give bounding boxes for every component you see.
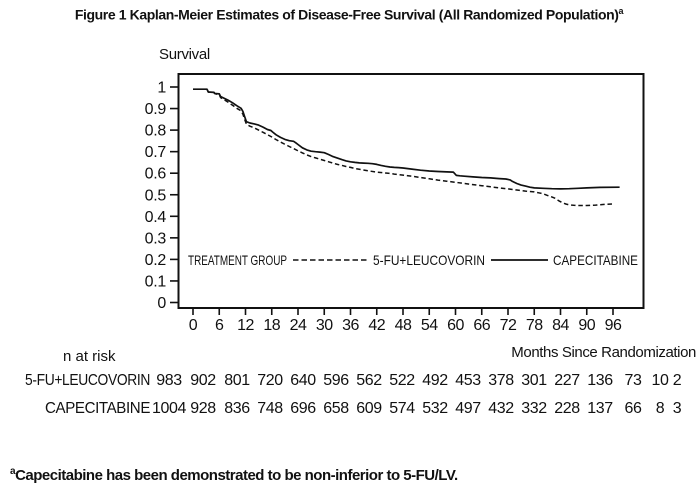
risk-value: 453 [455, 372, 481, 389]
risk-value: 609 [356, 400, 382, 417]
risk-value: 532 [422, 400, 448, 417]
y-axis-title: Survival [159, 46, 210, 63]
y-tick-label: 0.1 [145, 273, 167, 290]
risk-value: 596 [323, 372, 349, 389]
y-tick-label: 0.4 [145, 209, 167, 226]
x-tick-label: 12 [237, 317, 254, 334]
risk-value: 301 [521, 372, 547, 389]
legend-label-capecitabine: CAPECITABINE [553, 252, 638, 268]
risk-value: 748 [257, 400, 283, 417]
risk-value: 562 [356, 372, 382, 389]
x-tick-label: 90 [578, 317, 595, 334]
y-tick-label: 0.9 [145, 101, 167, 118]
x-tick-label: 42 [368, 317, 385, 334]
x-tick-label: 78 [526, 317, 543, 334]
risk-value: 137 [587, 400, 613, 417]
risk-value: 696 [290, 400, 316, 417]
risk-row-label: CAPECITABINE [45, 400, 150, 417]
risk-value: 73 [625, 372, 642, 389]
footnote: aCapecitabine has been demonstrated to b… [10, 466, 458, 484]
y-tick-label: 0.5 [145, 187, 167, 204]
risk-value: 332 [521, 400, 547, 417]
figure-title-text: Figure 1 Kaplan-Meier Estimates of Disea… [74, 6, 619, 23]
y-tick-label: 0.6 [145, 166, 167, 183]
x-tick-label: 30 [316, 317, 333, 334]
y-tick-label: 1 [157, 80, 166, 97]
risk-value: 136 [587, 372, 613, 389]
risk-value: 902 [190, 372, 216, 389]
risk-value: 640 [290, 372, 316, 389]
risk-value: 10 [652, 372, 669, 389]
y-tick-label: 0.8 [145, 123, 167, 140]
x-tick-label: 54 [421, 317, 438, 334]
x-tick-label: 6 [215, 317, 224, 334]
risk-value: 227 [554, 372, 580, 389]
y-tick-label: 0 [157, 295, 166, 312]
survival-curve-5fu-leucovorin [193, 88, 614, 207]
risk-value: 3 [673, 400, 682, 417]
risk-value: 2 [673, 372, 682, 389]
risk-value: 720 [257, 372, 283, 389]
risk-row-label: 5-FU+LEUCOVORIN [25, 372, 150, 389]
risk-value: 522 [389, 372, 415, 389]
x-tick-label: 72 [500, 317, 517, 334]
risk-value: 66 [625, 400, 642, 417]
risk-value: 497 [455, 400, 481, 417]
legend-title: TREATMENT GROUP [188, 252, 287, 268]
risk-value: 574 [389, 400, 415, 417]
x-tick-label: 18 [263, 317, 280, 334]
x-tick-label: 84 [552, 317, 569, 334]
risk-value: 658 [323, 400, 349, 417]
figure-title: Figure 1 Kaplan-Meier Estimates of Disea… [0, 6, 698, 23]
risk-value: 983 [156, 372, 182, 389]
risk-value: 801 [224, 372, 250, 389]
legend-label-5fu-leucovorin: 5-FU+LEUCOVORIN [373, 252, 485, 268]
y-tick-label: 0.7 [145, 144, 167, 161]
y-tick-label: 0.2 [145, 252, 167, 269]
risk-value: 432 [488, 400, 514, 417]
risk-value: 1004 [152, 400, 186, 417]
risk-table-title: n at risk [63, 348, 116, 365]
figure-title-superscript: a [618, 6, 624, 16]
x-tick-label: 36 [342, 317, 359, 334]
x-tick-label: 66 [473, 317, 490, 334]
footnote-text: Capecitabine has been demonstrated to be… [15, 467, 458, 484]
risk-value: 8 [656, 400, 665, 417]
x-tick-label: 24 [290, 317, 307, 334]
plot-frame [177, 73, 645, 309]
x-tick-label: 48 [395, 317, 412, 334]
x-tick-label: 60 [447, 317, 464, 334]
x-tick-label: 0 [189, 317, 198, 334]
risk-value: 228 [554, 400, 580, 417]
x-axis-title: Months Since Randomization [511, 344, 696, 361]
x-tick-label: 96 [605, 317, 622, 334]
risk-value: 492 [422, 372, 448, 389]
footnote-superscript: a [10, 466, 16, 477]
risk-value: 928 [190, 400, 216, 417]
survival-curve-capecitabine [193, 88, 620, 190]
risk-value: 378 [488, 372, 514, 389]
risk-value: 836 [224, 400, 250, 417]
y-tick-label: 0.3 [145, 230, 167, 247]
